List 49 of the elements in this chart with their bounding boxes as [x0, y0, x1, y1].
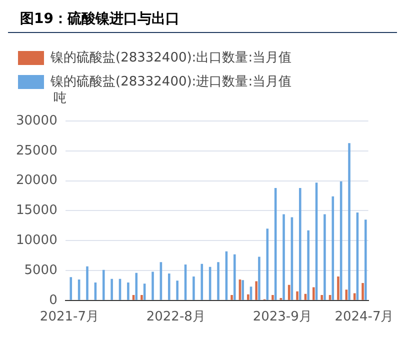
x-tick-label: 2022-8月 [146, 310, 206, 325]
bar [255, 281, 258, 300]
bar [242, 280, 244, 300]
bar [86, 266, 88, 300]
y-tick-label: 10000 [16, 232, 58, 248]
y-tick-label: 0 [49, 292, 58, 308]
bar [233, 254, 236, 300]
bar [102, 270, 105, 300]
x-tick-label: 2021-7月 [40, 310, 99, 325]
bar [217, 262, 220, 300]
bar [362, 283, 364, 300]
bar [272, 295, 274, 300]
y-axis-title: 吨 [53, 90, 66, 106]
y-tick-label: 30000 [16, 113, 58, 128]
bar [353, 293, 356, 300]
legend-label: 镍的硫酸盐(28332400):出口数量:当月值 [50, 50, 292, 66]
bar [337, 276, 340, 300]
bar [282, 214, 285, 300]
bar [70, 277, 72, 300]
bar [192, 276, 195, 300]
bar [320, 295, 323, 300]
bar [247, 294, 250, 300]
bar [348, 143, 350, 300]
bar [364, 220, 367, 300]
bar [332, 196, 334, 300]
bar [296, 291, 298, 300]
bar [307, 230, 310, 300]
y-tick-label: 25000 [16, 143, 58, 158]
bar [135, 272, 138, 300]
bar [176, 280, 178, 300]
x-tick-label: 2024-7月 [334, 310, 394, 325]
bar [168, 273, 170, 300]
bar [152, 272, 154, 300]
bar [127, 282, 130, 300]
bar [230, 295, 233, 300]
y-tick-label: 20000 [16, 173, 58, 188]
y-tick-label: 5000 [24, 262, 58, 278]
bar [258, 256, 260, 300]
bar [298, 188, 302, 300]
bar [312, 287, 315, 300]
bar [324, 214, 326, 300]
bar [110, 278, 113, 300]
bar [140, 295, 143, 300]
x-tick-label: 2023-9月 [252, 310, 312, 325]
chart-title: 图19：硫酸镍进口与出口 [8, 8, 397, 33]
bar [266, 228, 269, 300]
bar [200, 264, 204, 300]
legend-label: 镍的硫酸盐(28332400):进口数量:当月值 [50, 74, 292, 90]
y-tick-label: 15000 [16, 203, 58, 218]
